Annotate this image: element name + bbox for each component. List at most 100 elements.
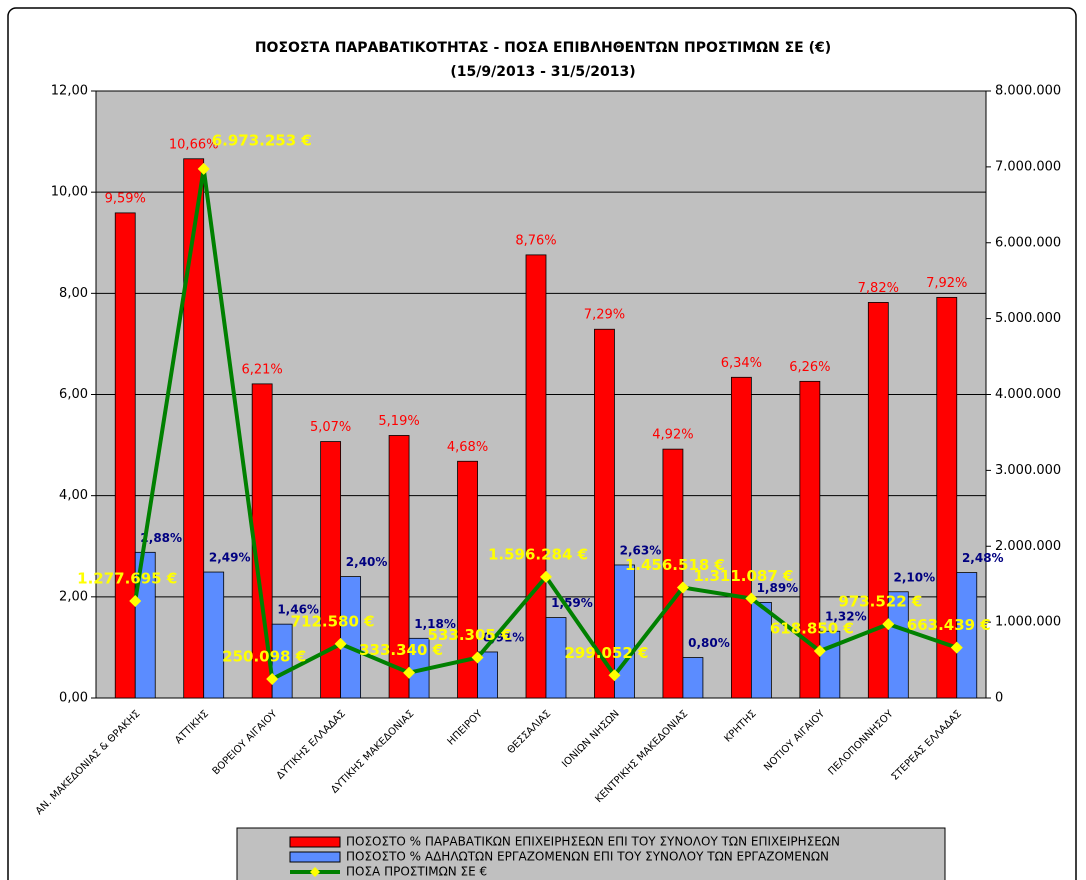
value-label: 1,18% <box>414 617 456 631</box>
y2-tick-label: 8.000.000 <box>995 84 1061 99</box>
legend-swatch <box>310 867 320 877</box>
y-tick-label: 4,00 <box>59 488 88 503</box>
legend-label: ΠΟΣΟΣΤΟ % ΑΔΗΛΩΤΩΝ ΕΡΓΑΖΟΜΕΝΩΝ ΕΠΙ ΤΟΥ Σ… <box>346 850 829 864</box>
line-marker <box>197 162 210 175</box>
chart-subtitle: (15/9/2013 - 31/5/2013) <box>450 64 635 80</box>
bar <box>819 630 841 699</box>
bar <box>477 651 498 699</box>
bar <box>340 576 362 699</box>
value-label: 1.456.518 € <box>625 556 725 574</box>
value-label: 712.580 € <box>291 612 375 630</box>
y2-tick-label: 6.000.000 <box>995 235 1061 250</box>
y2-tick-label: 1.000.000 <box>995 615 1061 630</box>
chart-title: ΠΟΣΟΣΤΑ ΠΑΡΑΒΑΤΙΚΟΤΗΤΑΣ - ΠΟΣΑ ΕΠΙΒΛΗΘΕΝ… <box>255 40 831 56</box>
bar <box>320 441 342 699</box>
bar <box>682 657 704 699</box>
y-tick-label: 12,00 <box>51 84 88 99</box>
line-marker <box>676 581 689 594</box>
bar <box>545 617 567 699</box>
value-label: 6,26% <box>789 360 830 375</box>
value-label: 2,88% <box>140 531 182 545</box>
line-marker <box>813 645 826 658</box>
line-marker <box>540 570 552 583</box>
value-label: 1,32% <box>825 610 867 624</box>
value-label: 5,19% <box>378 414 419 429</box>
value-label: 7,82% <box>858 281 899 296</box>
value-label: 2,40% <box>346 555 388 569</box>
y2-tick-label: 5.000.000 <box>995 311 1061 326</box>
bar <box>457 460 478 699</box>
value-label: 1,89% <box>757 581 799 595</box>
value-label: 10,66% <box>169 137 219 152</box>
value-label: 973.522 € <box>838 593 922 611</box>
bar <box>730 376 752 699</box>
value-label: 4,68% <box>447 440 488 455</box>
line-marker <box>608 669 621 682</box>
value-label: 5,07% <box>310 420 351 435</box>
value-label: 333.340 € <box>359 641 443 659</box>
y-tick-label: 8,00 <box>59 286 88 301</box>
value-label: 8,76% <box>515 233 556 248</box>
y-tick-label: 0,00 <box>59 691 88 706</box>
bar <box>936 296 958 699</box>
bar <box>750 601 772 699</box>
value-label: 299.052 € <box>564 644 648 662</box>
bar <box>867 302 889 699</box>
bar <box>594 328 615 699</box>
value-label: 6,34% <box>721 356 762 371</box>
value-label: 1.277.695 € <box>77 570 177 588</box>
value-label: 7,92% <box>926 276 967 291</box>
value-label: 663.439 € <box>907 616 991 634</box>
bar <box>183 158 205 699</box>
value-label: 2,63% <box>620 543 662 557</box>
bar <box>887 591 909 699</box>
bar <box>134 551 156 699</box>
value-label: 6,21% <box>241 362 282 377</box>
line-marker <box>471 651 484 664</box>
bar <box>799 380 821 699</box>
legend-label: ΠΟΣΟΣΤΟ % ΠΑΡΑΒΑΤΙΚΩΝ ΕΠΙΧΕΙΡΗΣΕΩΝ ΕΠΙ Τ… <box>346 835 840 849</box>
bar <box>662 448 684 699</box>
line-marker <box>882 618 895 631</box>
line-marker <box>266 673 279 686</box>
bar <box>956 572 978 699</box>
value-label: 4,92% <box>652 428 693 443</box>
y2-tick-label: 0 <box>995 691 1003 706</box>
y2-tick-label: 2.000.000 <box>995 539 1061 554</box>
value-label: 0,80% <box>688 636 730 650</box>
legend-box <box>236 827 946 880</box>
bar <box>388 435 410 699</box>
value-label: 533.305 € <box>428 626 512 644</box>
legend-swatch <box>289 836 341 848</box>
y2-tick-label: 4.000.000 <box>995 387 1061 402</box>
value-label: 1,46% <box>277 603 319 617</box>
bar <box>203 571 225 699</box>
bar <box>114 212 136 699</box>
y-tick-label: 2,00 <box>59 589 88 604</box>
line-marker <box>950 641 963 654</box>
line-marker <box>334 637 347 650</box>
value-label: 2,10% <box>893 570 935 584</box>
y-tick-label: 10,00 <box>51 185 88 200</box>
y2-tick-label: 3.000.000 <box>995 463 1061 478</box>
value-label: 1.596.284 € <box>488 545 588 563</box>
bar <box>614 564 635 699</box>
value-label: 618.850 € <box>770 620 854 638</box>
value-label: 2,49% <box>209 551 251 565</box>
line-marker <box>129 595 142 608</box>
line-marker <box>745 592 758 605</box>
y-tick-label: 6,00 <box>59 387 88 402</box>
value-label: 2,48% <box>962 551 1004 565</box>
value-label: 9,59% <box>105 191 146 206</box>
legend-label: ΠΟΣΑ ΠΡΟΣΤΙΜΩΝ ΣΕ € <box>346 865 487 879</box>
line-marker <box>403 666 416 679</box>
bar <box>525 254 547 699</box>
legend-swatch <box>289 851 341 863</box>
value-label: 1,59% <box>551 596 593 610</box>
value-label: 1.311.087 € <box>693 567 793 585</box>
y2-tick-label: 7.000.000 <box>995 159 1061 174</box>
value-label: 6.973.253 € <box>212 131 312 149</box>
value-label: 7,29% <box>584 308 625 323</box>
value-label: 250.098 € <box>222 648 306 666</box>
